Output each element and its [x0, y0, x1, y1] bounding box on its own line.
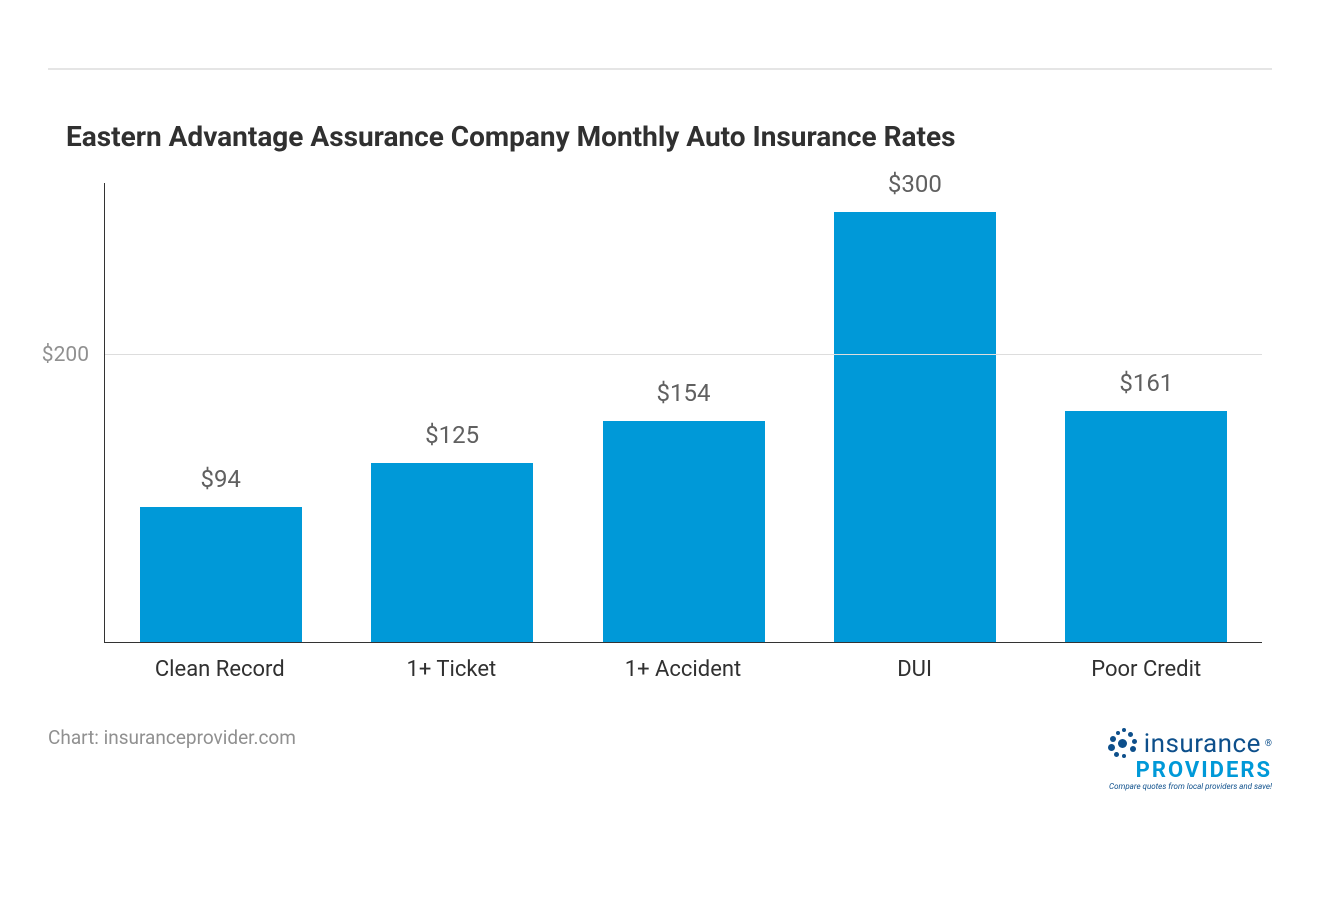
chart-source-label: Chart: insuranceprovider.com — [48, 726, 296, 749]
chart-bar: $125 — [371, 463, 533, 642]
chart-bar-value-label: $125 — [425, 421, 479, 463]
chart-bar: $300 — [834, 212, 996, 642]
chart-footer: Chart: insuranceprovider.com insurance ® — [48, 726, 1272, 791]
chart-bar-slot: $154 — [568, 183, 799, 642]
chart-x-label: DUI — [799, 657, 1031, 682]
chart-bar-slot: $300 — [799, 183, 1030, 642]
chart-x-label: 1+ Accident — [567, 657, 799, 682]
chart-bar: $94 — [140, 507, 302, 642]
chart-container: Eastern Advantage Assurance Company Mont… — [0, 0, 1320, 831]
chart-bar: $154 — [603, 421, 765, 642]
brand-logo-top-row: insurance ® — [1104, 726, 1272, 762]
chart-plot-area: $94$125$154$300$161 $200 — [104, 183, 1262, 643]
chart-title: Eastern Advantage Assurance Company Mont… — [66, 120, 1272, 153]
chart-bar-value-label: $154 — [657, 379, 711, 421]
chart-bar-slot: $125 — [336, 183, 567, 642]
chart-bar-value-label: $161 — [1119, 369, 1173, 411]
chart-y-tick-label: $200 — [42, 343, 105, 367]
chart-x-axis-labels: Clean Record1+ Ticket1+ AccidentDUIPoor … — [104, 657, 1262, 682]
brand-logo: insurance ® PROVIDERS Compare quotes from… — [1104, 726, 1272, 791]
chart-bar-value-label: $94 — [200, 465, 240, 507]
chart-bar: $161 — [1065, 411, 1227, 642]
chart-grid-line — [105, 354, 1262, 355]
chart-x-label: 1+ Ticket — [336, 657, 568, 682]
chart-x-label: Poor Credit — [1030, 657, 1262, 682]
chart-bar-slot: $161 — [1031, 183, 1262, 642]
brand-logo-dots-icon — [1104, 726, 1140, 762]
brand-logo-word1: insurance — [1144, 731, 1261, 757]
brand-logo-tagline: Compare quotes from local providers and … — [1104, 783, 1272, 791]
top-divider — [48, 68, 1272, 70]
chart-bar-slot: $94 — [105, 183, 336, 642]
brand-logo-registered-icon: ® — [1265, 740, 1272, 749]
chart-bars-row: $94 $125 $154 $300 $161 — [105, 183, 1262, 642]
chart-x-label: Clean Record — [104, 657, 336, 682]
brand-logo-word2: PROVIDERS — [1104, 760, 1272, 782]
chart-plot-wrap: $94$125$154$300$161 $200 Clean Record1+ … — [104, 183, 1262, 682]
chart-bar-value-label: $300 — [888, 170, 942, 212]
